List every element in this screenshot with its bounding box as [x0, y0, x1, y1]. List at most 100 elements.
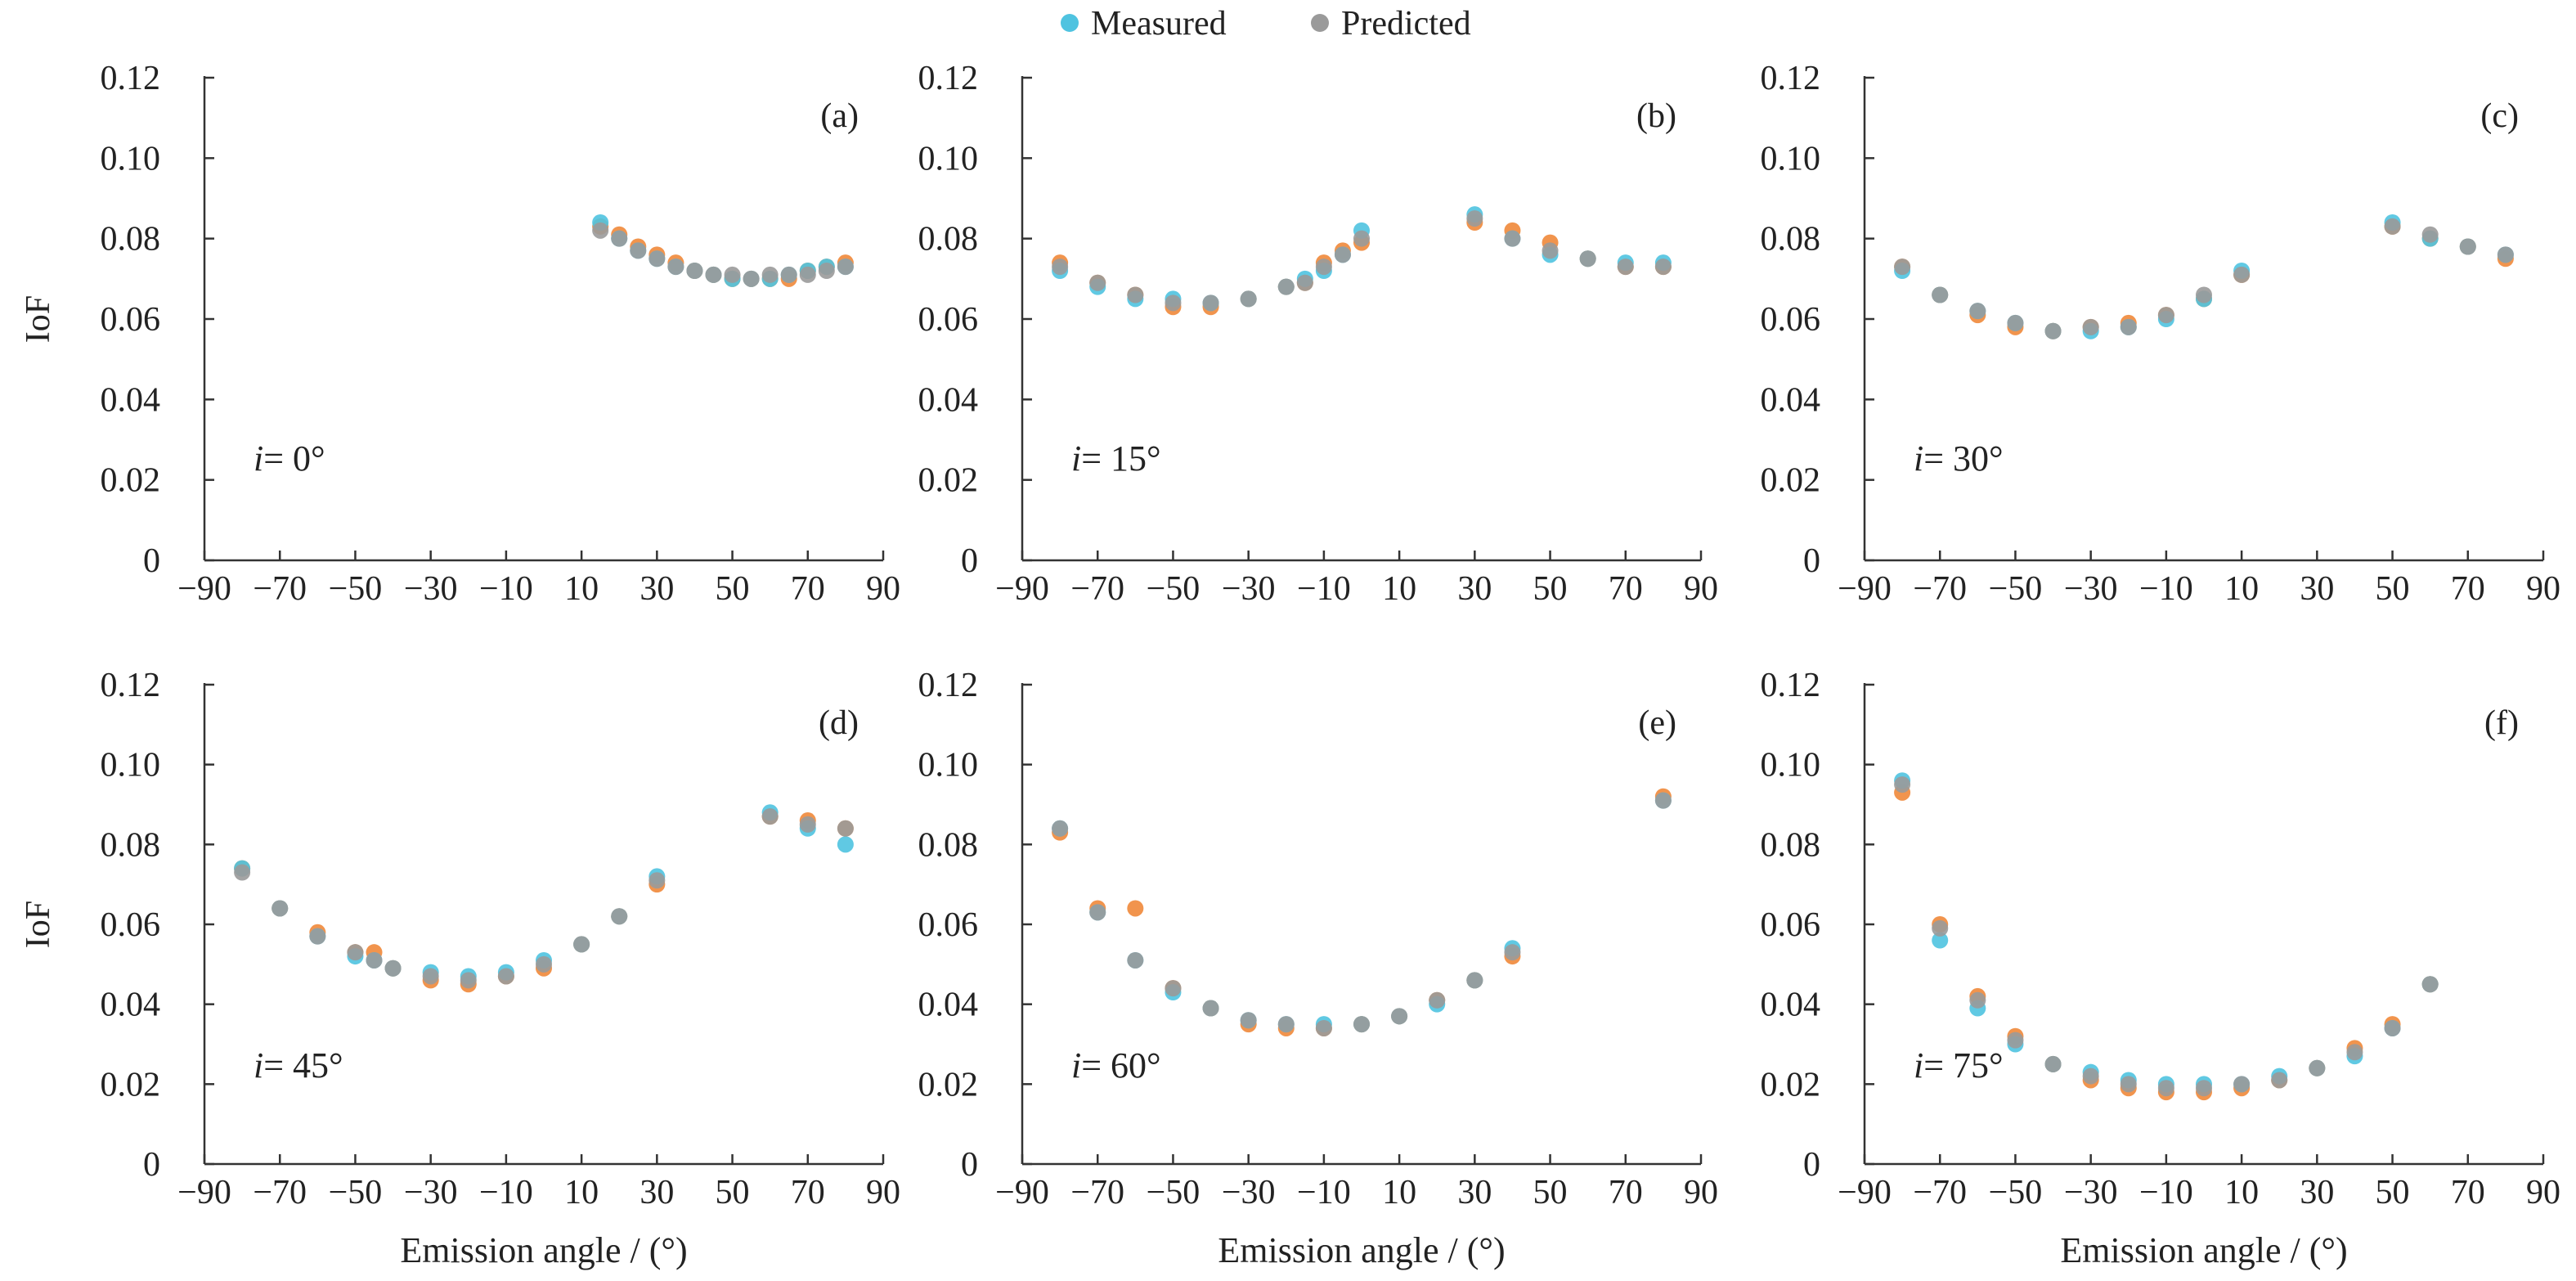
y-axis-label: IoF: [20, 295, 57, 343]
x-tick-label: 90: [2526, 570, 2560, 608]
data-point-predicted: [743, 270, 760, 287]
data-point-predicted: [724, 266, 741, 283]
y-tick-label: 0.06: [1761, 906, 1821, 944]
incidence-annotation: i= 60°: [1071, 1045, 1161, 1085]
data-point-predicted: [1165, 980, 1182, 997]
data-point-predicted: [611, 908, 628, 925]
data-point-predicted: [648, 872, 666, 889]
x-tick-label: −90: [1838, 570, 1892, 608]
data-point-predicted: [818, 263, 835, 279]
x-tick-label: −90: [177, 1174, 231, 1211]
data-point-predicted: [2196, 286, 2212, 303]
data-point-predicted: [1894, 258, 1911, 276]
x-axis-label: Emission angle / (°): [1218, 1230, 1505, 1270]
data-point-predicted: [2384, 1019, 2401, 1036]
y-tick-label: 0: [143, 542, 160, 580]
panel-label: (b): [1636, 97, 1676, 135]
data-point-predicted: [1277, 1016, 1295, 1033]
x-tick-label: −50: [329, 1174, 383, 1211]
incidence-annotation: i= 45°: [254, 1045, 343, 1085]
x-tick-label: 90: [1684, 1174, 1718, 1211]
y-tick-label: 0: [961, 1146, 978, 1184]
data-point-predicted: [667, 258, 684, 276]
x-tick-label: 90: [866, 570, 900, 608]
chart-panel-c: 0 0.02 0.04 0.06 0.08 0.10 0.12 −90 −70 −50 −30 −10…: [1761, 60, 2561, 608]
x-tick-label: 30: [1457, 570, 1492, 608]
x-tick-label: 10: [2224, 570, 2259, 608]
x-tick-label: −50: [1147, 1174, 1200, 1211]
data-point-predicted: [1654, 258, 1672, 276]
y-tick-label: 0: [1803, 1146, 1820, 1184]
data-point-predicted: [1504, 944, 1521, 961]
data-point-predicted: [272, 900, 289, 917]
data-point-predicted: [2384, 218, 2401, 235]
data-point-measured: [837, 836, 854, 853]
x-tick-label: −10: [1297, 570, 1351, 608]
incidence-annotation: i= 0°: [254, 438, 325, 479]
x-tick-label: 30: [1457, 1174, 1492, 1211]
x-tick-label: 70: [791, 1174, 825, 1211]
x-tick-label: 30: [640, 1174, 674, 1211]
legend-label-measured: Measured: [1091, 5, 1227, 43]
x-tick-label: −10: [1297, 1174, 1351, 1211]
data-point-predicted: [1277, 278, 1295, 295]
y-tick-label: 0.06: [101, 906, 161, 944]
data-point-predicted: [1542, 242, 1559, 259]
y-tick-label: 0.10: [918, 140, 979, 178]
chart-panel-e: 0 0.02 0.04 0.06 0.08 0.10 0.12 −90 −70 −50 −30 −10…: [918, 667, 1719, 1270]
panel-label: (c): [2480, 97, 2519, 135]
x-tick-label: −90: [995, 570, 1049, 608]
panel-label: (d): [819, 704, 859, 742]
x-tick-label: 50: [716, 570, 750, 608]
data-point-predicted: [2120, 1076, 2137, 1093]
data-point-predicted: [611, 230, 628, 247]
legend-label-predicted: Predicted: [1341, 5, 1471, 43]
y-tick-label: 0.10: [1761, 140, 1821, 178]
y-tick-label: 0.02: [101, 1066, 161, 1103]
data-point-predicted: [592, 222, 609, 239]
y-tick-label: 0.02: [1761, 462, 1821, 500]
y-tick-label: 0.12: [918, 667, 979, 704]
data-point-predicted: [2007, 314, 2024, 331]
data-point-predicted: [2346, 1044, 2363, 1061]
data-point-predicted: [309, 928, 326, 945]
data-point-predicted: [648, 250, 666, 267]
x-tick-label: 30: [640, 570, 674, 608]
panel-label: (a): [820, 97, 859, 135]
data-point-predicted: [2497, 246, 2514, 263]
data-point-predicted: [1932, 286, 1949, 303]
x-tick-label: 50: [1533, 1174, 1568, 1211]
y-tick-label: 0.02: [1761, 1066, 1821, 1103]
data-point-predicted: [1202, 294, 1219, 312]
y-tick-label: 0.04: [101, 987, 161, 1024]
y-tick-label: 0.12: [1761, 667, 1821, 704]
y-tick-label: 0.08: [1761, 221, 1821, 258]
data-point-predicted: [2007, 1032, 2024, 1049]
data-point-predicted: [837, 258, 854, 276]
y-tick-label: 0.12: [918, 60, 979, 97]
y-tick-label: 0.12: [101, 60, 161, 97]
data-point-predicted: [2459, 238, 2476, 255]
y-tick-label: 0.04: [101, 381, 161, 419]
data-point-predicted: [705, 266, 722, 283]
data-point-predicted: [780, 266, 797, 283]
legend-marker-predicted: [1311, 14, 1329, 32]
chart-panel-b: 0 0.02 0.04 0.06 0.08 0.10 0.12 −90 −70 −50 −30 −10…: [918, 60, 1719, 608]
data-point-predicted: [1052, 258, 1069, 276]
x-tick-label: −90: [177, 570, 231, 608]
data-point-predicted: [1202, 1000, 1219, 1017]
data-point-predicted: [2157, 307, 2174, 324]
data-point-predicted: [1391, 1008, 1408, 1025]
y-tick-label: 0.08: [918, 221, 979, 258]
x-tick-label: −30: [2064, 570, 2118, 608]
x-tick-label: 90: [1684, 570, 1718, 608]
x-tick-label: 10: [564, 570, 599, 608]
x-tick-label: 70: [791, 570, 825, 608]
data-point-predicted: [1429, 991, 1446, 1009]
x-tick-label: −30: [2064, 1174, 2118, 1211]
data-point-predicted: [1932, 919, 1949, 937]
data-point-predicted: [497, 968, 514, 985]
data-point-predicted: [2233, 266, 2251, 283]
legend-marker-measured: [1061, 14, 1079, 32]
